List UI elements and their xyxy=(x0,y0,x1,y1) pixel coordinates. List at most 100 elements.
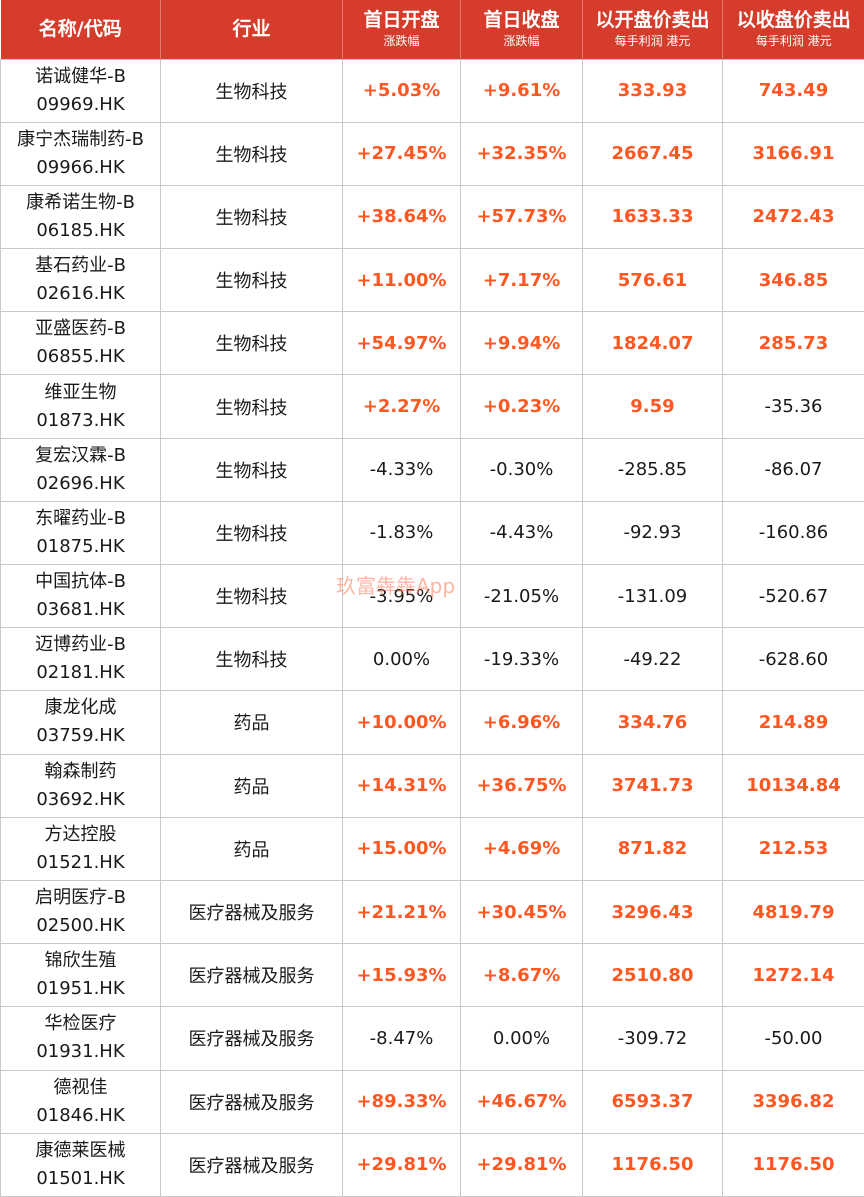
industry-cell: 生物科技 xyxy=(161,375,343,438)
sell-close-profit-cell: 3166.91 xyxy=(723,122,864,185)
first-open-change-cell: -1.83% xyxy=(343,501,461,564)
sell-close-profit-cell: -35.36 xyxy=(723,375,864,438)
stock-name: 德视佳 xyxy=(1,1074,160,1102)
first-close-change-cell: -21.05% xyxy=(461,565,583,628)
first-close-change-cell: +8.67% xyxy=(461,944,583,1007)
stock-name: 康德莱医械 xyxy=(1,1137,160,1165)
sell-open-profit-cell: 1176.50 xyxy=(583,1133,723,1196)
stock-code: 09966.HK xyxy=(1,154,160,182)
first-close-change-cell: +0.23% xyxy=(461,375,583,438)
sell-close-profit-cell: 4819.79 xyxy=(723,880,864,943)
sell-close-profit-cell: -520.67 xyxy=(723,565,864,628)
first-open-change-cell: +15.00% xyxy=(343,817,461,880)
stock-name: 诺诚健华-B xyxy=(1,63,160,91)
first-close-change-cell: +7.17% xyxy=(461,249,583,312)
first-close-change-cell: +9.61% xyxy=(461,59,583,122)
sell-open-profit-cell: -309.72 xyxy=(583,1007,723,1070)
industry-cell: 生物科技 xyxy=(161,565,343,628)
first-open-change-cell: +10.00% xyxy=(343,691,461,754)
header-first-close: 首日收盘 涨跌幅 xyxy=(461,0,583,59)
first-close-change-cell: -19.33% xyxy=(461,628,583,691)
stock-code: 01846.HK xyxy=(1,1102,160,1130)
first-open-change-cell: +89.33% xyxy=(343,1070,461,1133)
sell-open-profit-cell: -285.85 xyxy=(583,438,723,501)
stock-name: 方达控股 xyxy=(1,821,160,849)
sell-open-profit-cell: 6593.37 xyxy=(583,1070,723,1133)
stock-name: 康希诺生物-B xyxy=(1,189,160,217)
sell-open-profit-cell: 1824.07 xyxy=(583,312,723,375)
stock-code: 02616.HK xyxy=(1,280,160,308)
stock-name: 迈博药业-B xyxy=(1,631,160,659)
first-open-change-cell: +38.64% xyxy=(343,185,461,248)
header-sell-open: 以开盘价卖出 每手利润 港元 xyxy=(583,0,723,59)
stock-name: 康宁杰瑞制药-B xyxy=(1,126,160,154)
sell-close-profit-cell: 743.49 xyxy=(723,59,864,122)
sell-open-profit-cell: 871.82 xyxy=(583,817,723,880)
stock-code: 01951.HK xyxy=(1,975,160,1003)
stock-name: 中国抗体-B xyxy=(1,568,160,596)
stock-code: 02500.HK xyxy=(1,912,160,940)
first-close-change-cell: +6.96% xyxy=(461,691,583,754)
first-open-change-cell: -8.47% xyxy=(343,1007,461,1070)
stock-name: 亚盛医药-B xyxy=(1,315,160,343)
industry-cell: 医疗器械及服务 xyxy=(161,1007,343,1070)
sell-open-profit-cell: 2510.80 xyxy=(583,944,723,1007)
header-name-code: 名称/代码 xyxy=(1,0,161,59)
sell-close-profit-cell: -86.07 xyxy=(723,438,864,501)
first-close-change-cell: -0.30% xyxy=(461,438,583,501)
sell-close-profit-cell: 285.73 xyxy=(723,312,864,375)
sell-close-profit-cell: 10134.84 xyxy=(723,754,864,817)
industry-cell: 医疗器械及服务 xyxy=(161,944,343,1007)
industry-cell: 生物科技 xyxy=(161,249,343,312)
industry-cell: 生物科技 xyxy=(161,501,343,564)
stock-code: 03681.HK xyxy=(1,596,160,624)
first-close-change-cell: -4.43% xyxy=(461,501,583,564)
stock-code: 01521.HK xyxy=(1,849,160,877)
stock-code: 06185.HK xyxy=(1,217,160,245)
sell-open-profit-cell: 1633.33 xyxy=(583,185,723,248)
stock-name: 翰森制药 xyxy=(1,758,160,786)
header-first-open: 首日开盘 涨跌幅 xyxy=(343,0,461,59)
sell-open-profit-cell: -49.22 xyxy=(583,628,723,691)
sell-open-profit-cell: 3741.73 xyxy=(583,754,723,817)
first-close-change-cell: +57.73% xyxy=(461,185,583,248)
industry-cell: 医疗器械及服务 xyxy=(161,880,343,943)
industry-cell: 药品 xyxy=(161,691,343,754)
industry-cell: 生物科技 xyxy=(161,312,343,375)
sell-open-profit-cell: -131.09 xyxy=(583,565,723,628)
sell-close-profit-cell: 3396.82 xyxy=(723,1070,864,1133)
first-open-change-cell: +15.93% xyxy=(343,944,461,1007)
stock-code: 06855.HK xyxy=(1,343,160,371)
industry-cell: 生物科技 xyxy=(161,628,343,691)
sell-open-profit-cell: 333.93 xyxy=(583,59,723,122)
stock-name: 维亚生物 xyxy=(1,379,160,407)
stock-code: 09969.HK xyxy=(1,91,160,119)
sell-open-profit-cell: 9.59 xyxy=(583,375,723,438)
stock-code: 02181.HK xyxy=(1,659,160,687)
